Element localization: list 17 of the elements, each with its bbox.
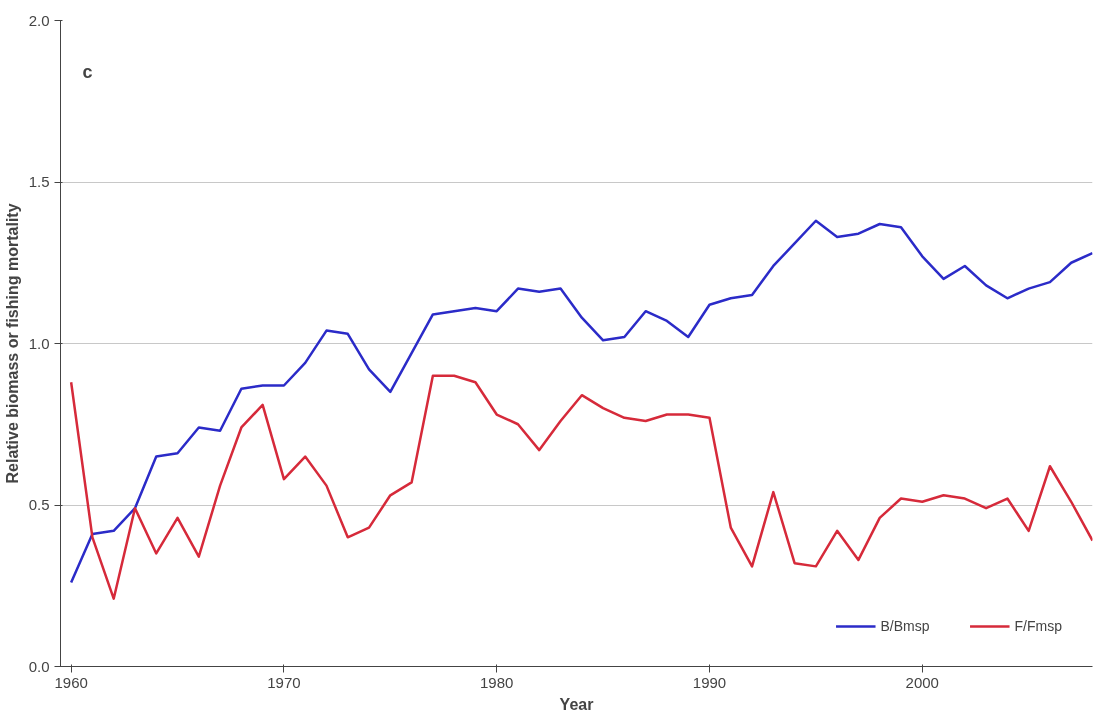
y-tick-label: 1.0 xyxy=(28,334,50,352)
y-tick-label: 0.0 xyxy=(28,657,50,675)
y-tick-label: 1.5 xyxy=(28,173,50,190)
annotation: c xyxy=(82,61,93,82)
line-series xyxy=(69,219,1093,584)
x-tick-label: 1980 xyxy=(480,673,514,691)
legend-label: F/Fmsp xyxy=(1014,618,1062,634)
y-tick-label: 2.0 xyxy=(28,11,50,29)
y-axis-title: Relative biomass or fishing mortality xyxy=(3,203,21,484)
x-tick-label: 2000 xyxy=(905,673,939,691)
x-tick-label: 1960 xyxy=(54,673,88,691)
line-series xyxy=(69,374,1093,600)
x-tick-label: 1990 xyxy=(692,673,727,691)
legend-label: B/Bmsp xyxy=(880,618,930,634)
x-tick-label: 1970 xyxy=(267,673,301,691)
y-tick-label: 0.5 xyxy=(28,496,50,513)
x-axis-title: Year xyxy=(559,695,594,713)
